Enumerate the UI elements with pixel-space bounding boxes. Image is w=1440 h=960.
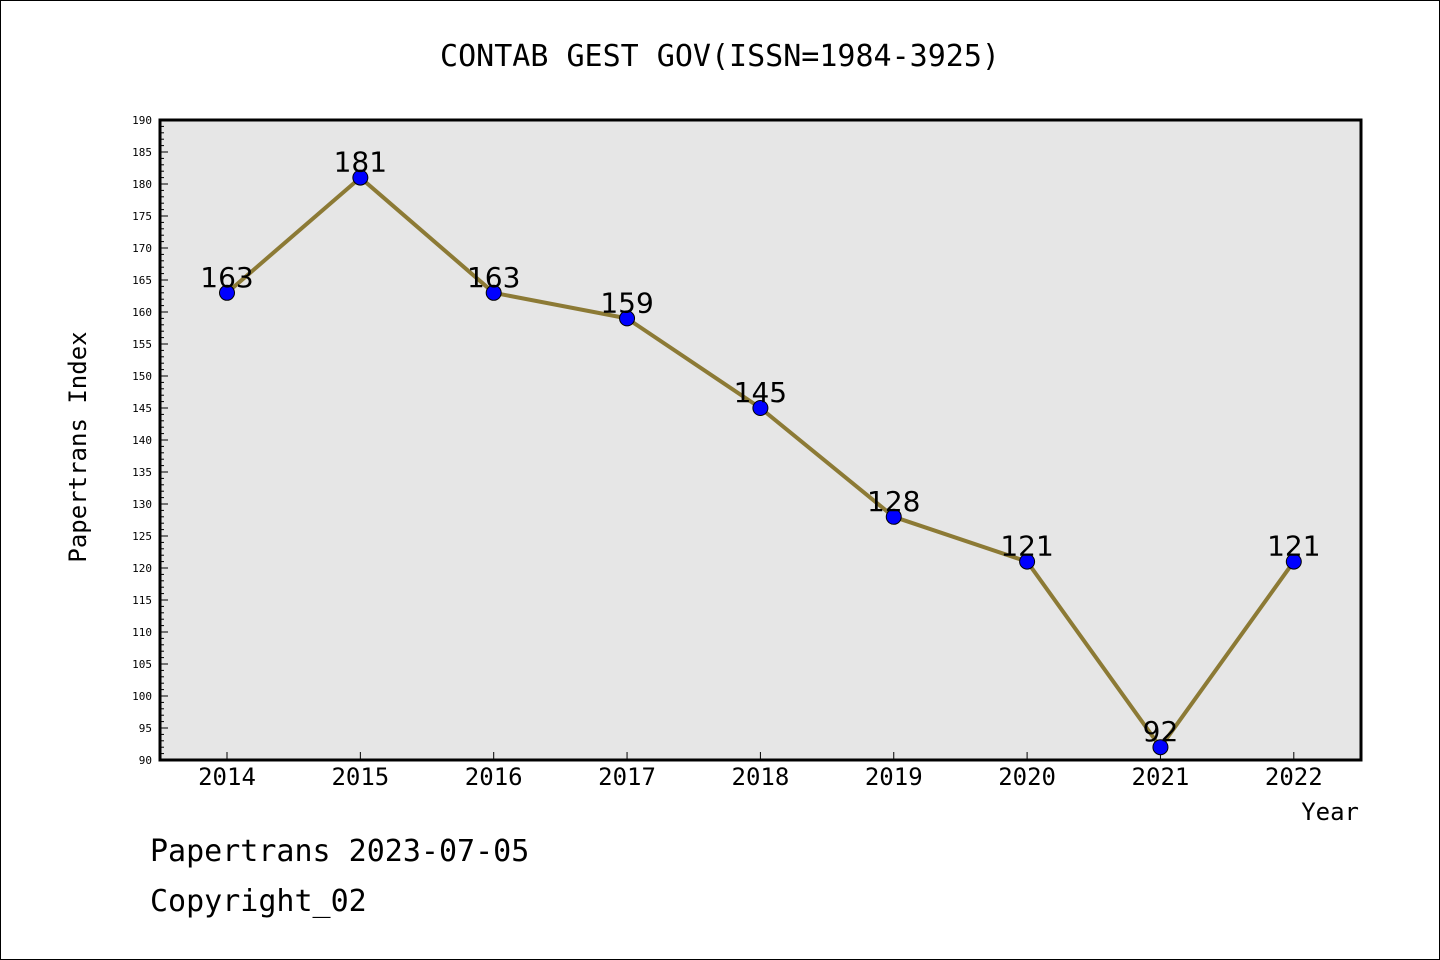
x-axis: 2014 2015 2016 2017 2018 2019 2020 2021 2022	[198, 752, 1323, 791]
x-axis-label: Year	[1301, 798, 1359, 826]
data-point	[352, 169, 369, 186]
footer-copyright: Copyright_02	[150, 884, 367, 919]
y-tick-label: 190	[132, 114, 152, 127]
y-tick-label: 170	[132, 242, 152, 255]
data-point	[485, 284, 502, 301]
y-tick-label: 185	[132, 146, 152, 159]
data-label: 163	[467, 261, 520, 294]
plot-area	[160, 120, 1361, 760]
y-tick-label: 165	[132, 274, 152, 287]
chart-title: CONTAB GEST GOV(ISSN=1984-3925)	[440, 39, 1000, 74]
data-label: 163	[200, 261, 253, 294]
y-tick-label: 175	[132, 210, 152, 223]
x-tick-label: 2021	[1132, 763, 1190, 791]
y-tick-label: 135	[132, 466, 152, 479]
data-point	[619, 310, 636, 327]
y-tick-label: 130	[132, 498, 152, 511]
y-tick-label: 95	[139, 722, 152, 735]
x-tick-label: 2022	[1265, 763, 1323, 791]
data-label: 128	[867, 485, 920, 518]
y-tick-label: 180	[132, 178, 152, 191]
y-tick-label: 110	[132, 626, 152, 639]
y-tick-label: 155	[132, 338, 152, 351]
data-point	[219, 284, 235, 301]
data-point	[1152, 739, 1169, 756]
x-tick-label: 2017	[598, 763, 656, 791]
x-tick-label: 2020	[998, 763, 1056, 791]
data-label: 145	[734, 376, 787, 409]
plot-border	[158, 118, 1363, 762]
y-tick-label: 125	[132, 530, 152, 543]
data-label: 121	[1000, 530, 1053, 563]
y-tick-label: 145	[132, 402, 152, 415]
x-tick-label: 2018	[732, 763, 790, 791]
y-tick-label: 100	[132, 690, 152, 703]
x-tick-label: 2019	[865, 763, 923, 791]
y-tick-label: 120	[132, 562, 152, 575]
data-label: 92	[1143, 715, 1179, 748]
data-point	[752, 400, 769, 416]
data-point	[1019, 553, 1036, 570]
data-point	[885, 508, 902, 525]
series-markers	[219, 169, 1302, 756]
y-axis-label: Papertrans Index	[64, 331, 92, 562]
data-label: 159	[600, 286, 653, 319]
x-tick-label: 2016	[465, 763, 523, 791]
data-point	[1285, 553, 1302, 570]
y-tick-label: 160	[132, 306, 152, 319]
x-tick-label: 2014	[198, 763, 256, 791]
y-tick-label: 150	[132, 370, 152, 383]
y-tick-label: 90	[139, 754, 152, 767]
data-labels: 163 181 163 159 145 128 121 92 121	[200, 146, 1320, 749]
data-label: 121	[1267, 530, 1320, 563]
data-label: 181	[334, 146, 387, 179]
x-tick-label: 2015	[331, 763, 389, 791]
y-axis: 90 95 100 105 110 115 120 125 130 135 140 145 150 155…	[132, 114, 168, 767]
footer-date: Papertrans 2023-07-05	[150, 834, 530, 869]
y-tick-label: 140	[132, 434, 152, 447]
y-tick-label: 105	[132, 658, 152, 671]
y-tick-label: 115	[132, 594, 152, 607]
